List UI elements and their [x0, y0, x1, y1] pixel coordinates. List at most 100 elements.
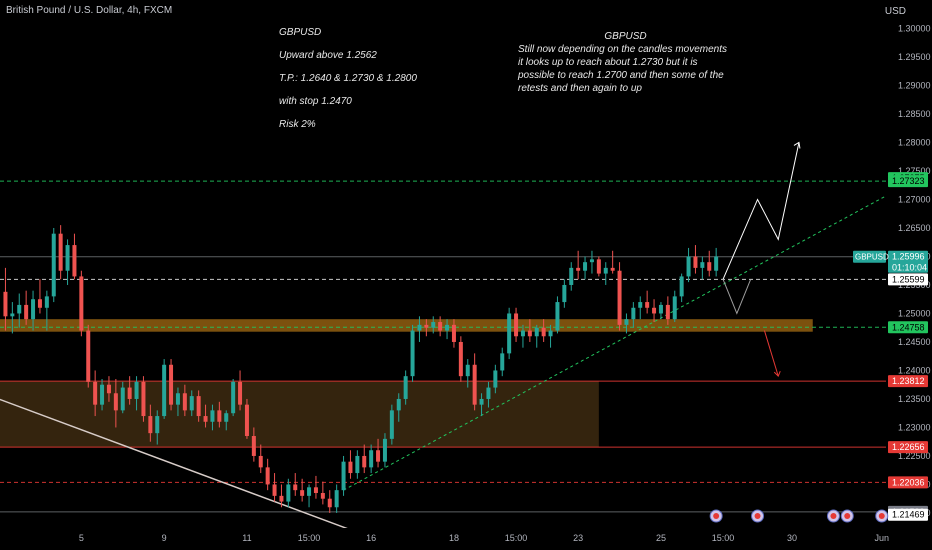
price-axis-badge: [888, 375, 928, 388]
price-tick-label: 1.24500: [898, 337, 931, 347]
candle-body: [451, 324, 456, 342]
candle-body: [327, 498, 332, 508]
economic-event-icon-dot: [830, 513, 837, 519]
price-axis-badge-value: 1.22036: [892, 477, 925, 487]
price-axis-badge: [888, 175, 928, 188]
candle-body: [210, 410, 215, 422]
currency-label: USD: [884, 6, 906, 17]
candle-body: [300, 490, 305, 496]
candle-body: [44, 296, 49, 308]
candle-body: [272, 484, 277, 496]
candle-body: [569, 267, 574, 285]
candle-body: [244, 404, 249, 437]
price-axis-badge: [888, 476, 928, 489]
candle-body: [238, 381, 243, 405]
candle-body: [645, 302, 650, 308]
candle-body: [603, 267, 608, 274]
price-tick-label: 1.30000: [898, 23, 931, 33]
candle-body: [65, 245, 70, 271]
candle-body: [376, 450, 381, 462]
price-tick-label: 1.29500: [898, 52, 931, 62]
time-tick-label: 25: [656, 533, 666, 543]
time-tick-label: 15:00: [298, 533, 321, 543]
trade-plan-entry: Upward above 1.2562: [279, 50, 377, 61]
price-tick-label: 1.27000: [898, 194, 931, 204]
candle-body: [707, 262, 712, 271]
trade-plan-note: GBPUSD Upward above 1.2562 T.P.: 1.2640 …: [279, 26, 479, 131]
candle-body: [382, 438, 387, 462]
candle-body: [396, 398, 401, 411]
price-tick-label: 1.29000: [898, 80, 931, 90]
candle-body: [686, 256, 691, 277]
projection-down-path: [763, 330, 779, 377]
candle-body: [472, 364, 477, 405]
candle-body: [417, 324, 422, 331]
time-tick-label: 18: [449, 533, 459, 543]
projection-up-arrowhead: [793, 141, 801, 149]
economic-event-icon-dot: [878, 513, 885, 519]
candle-body: [72, 245, 77, 277]
candle-body: [24, 304, 29, 320]
candle-body: [438, 322, 443, 331]
candle-body: [265, 467, 270, 485]
candle-body: [527, 330, 532, 337]
candle-body: [189, 396, 194, 411]
trade-plan-risk: Risk 2%: [279, 119, 316, 130]
time-tick-label: 16: [366, 533, 376, 543]
candle-body: [596, 259, 601, 274]
time-tick-label: 23: [573, 533, 583, 543]
candle-body: [293, 484, 298, 491]
economic-event-icon-dot: [754, 513, 761, 519]
candle-body: [3, 291, 8, 317]
candle-body: [320, 493, 325, 499]
price-tick-label: 1.27500: [898, 166, 931, 176]
candle-body: [37, 299, 42, 308]
candle-body: [610, 267, 615, 271]
candle-body: [127, 387, 132, 399]
price-axis-badge-value: 1.25996: [892, 252, 925, 262]
price-axis-badge-value: 1.27323: [892, 176, 925, 186]
candle-body: [224, 413, 229, 422]
candle-body: [562, 284, 567, 303]
candle-body: [106, 384, 111, 394]
trendline: [343, 179, 917, 491]
candle-body: [175, 393, 180, 405]
candle-body: [51, 233, 56, 297]
supply-demand-zone: [0, 381, 599, 448]
candle-body: [134, 381, 139, 399]
candle-body: [500, 353, 505, 371]
candle-body: [389, 410, 394, 439]
candle-body: [403, 376, 408, 399]
time-tick-label: 9: [162, 533, 167, 543]
candle-body: [424, 324, 429, 328]
candle-body: [79, 276, 84, 331]
candle-body: [362, 455, 367, 468]
projection-down-arrowhead: [773, 370, 781, 378]
countdown-label: 01:10:04: [892, 263, 927, 273]
time-axis-panel: [0, 528, 932, 550]
candle-body: [520, 330, 525, 337]
candle-body: [548, 330, 553, 337]
candle-body: [148, 416, 153, 434]
candle-body: [196, 396, 201, 417]
candle-body: [465, 364, 470, 377]
candle-body: [31, 299, 36, 320]
price-axis-badge-value: 1.22656: [892, 442, 925, 452]
candle-body: [507, 313, 512, 354]
candle-body: [665, 304, 670, 320]
time-tick-label: 15:00: [712, 533, 735, 543]
candle-body: [652, 307, 657, 314]
candle-body: [334, 490, 339, 508]
candle-body: [203, 416, 208, 422]
outlook-title: GBPUSD: [604, 31, 647, 42]
candle-body: [286, 484, 291, 502]
candle-body: [162, 364, 167, 417]
candle-body: [355, 455, 360, 474]
candle-body: [576, 267, 581, 271]
price-tick-label: 1.23500: [898, 394, 931, 404]
candle-body: [458, 341, 463, 377]
price-axis-badge: [888, 250, 928, 273]
trade-plan-title: GBPUSD: [279, 27, 322, 38]
candle-body: [182, 393, 187, 411]
